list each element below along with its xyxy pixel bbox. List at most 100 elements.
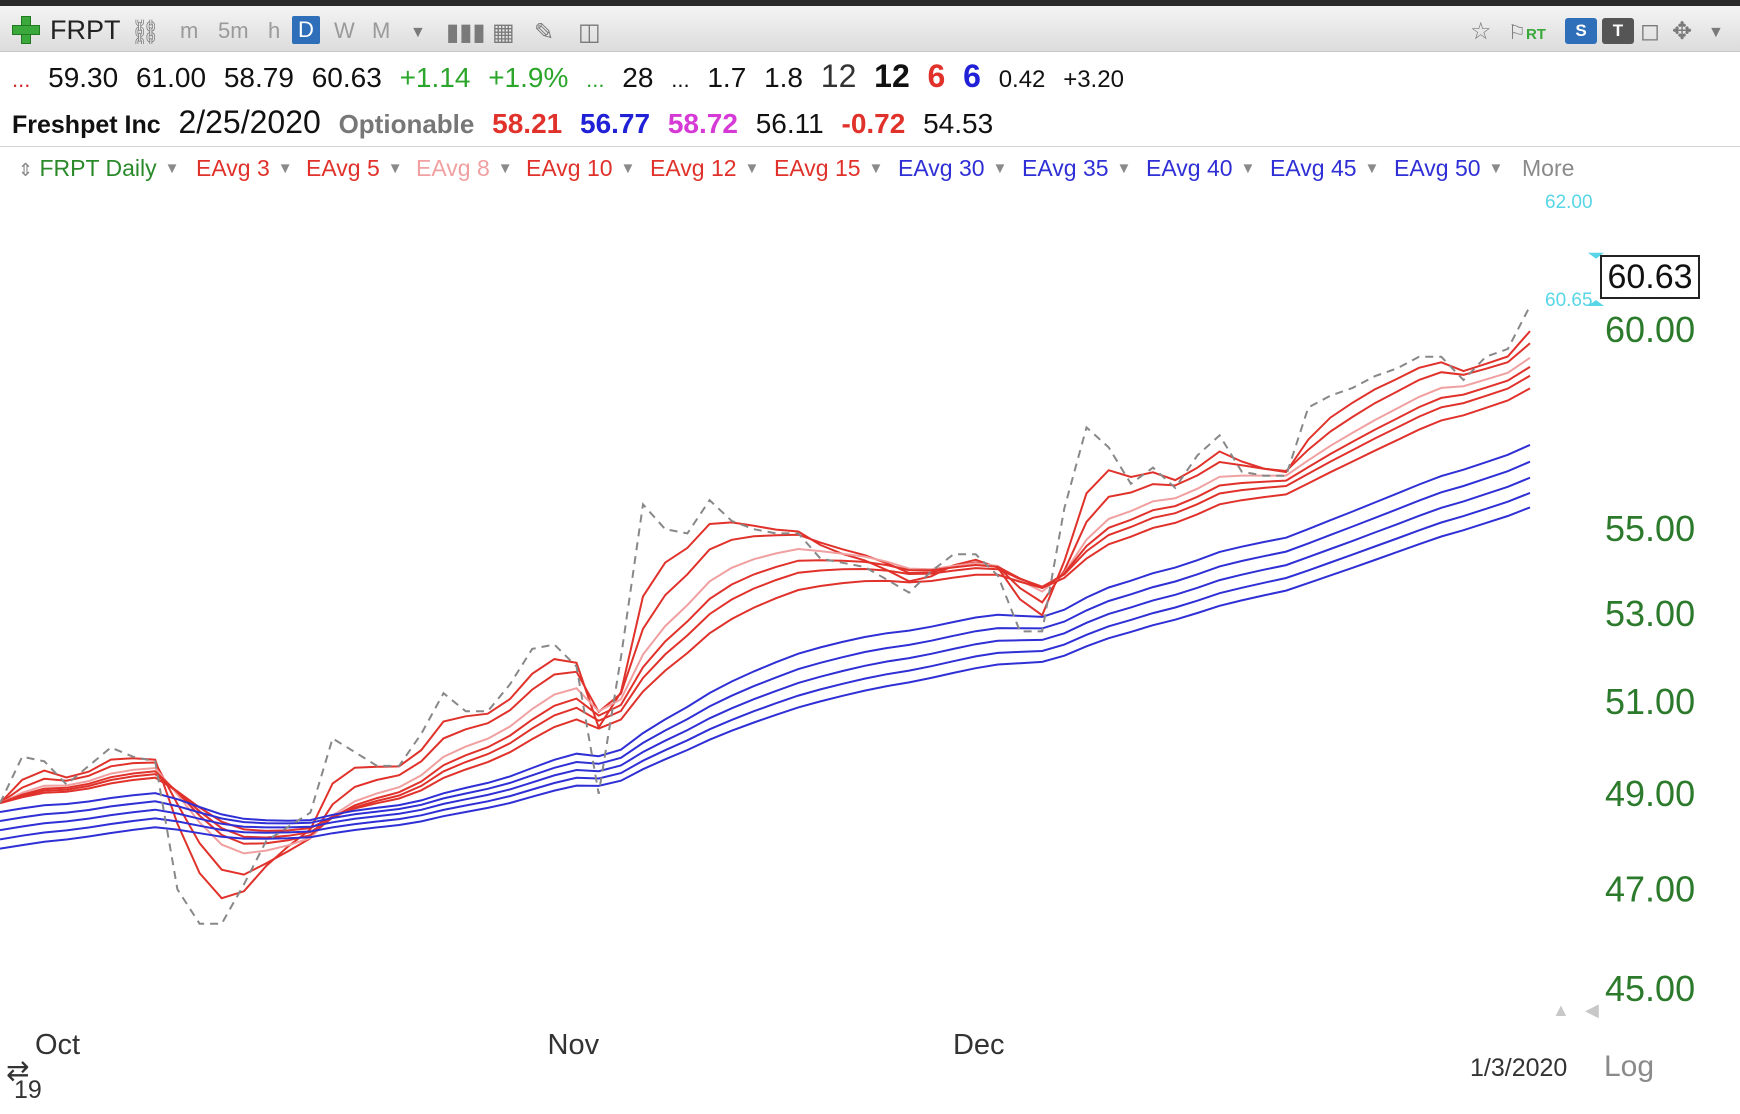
scroll-left-icon[interactable]: ◀ bbox=[1585, 1000, 1599, 1020]
add-symbol-icon[interactable] bbox=[12, 16, 40, 44]
quote-val-6b: 6 bbox=[963, 58, 981, 94]
legend-more[interactable]: More bbox=[1522, 155, 1575, 181]
scroll-up-icon[interactable]: ▲ bbox=[1552, 1000, 1570, 1020]
optionable-label: Optionable bbox=[338, 109, 475, 139]
crosshair-date: 1/3/2020 bbox=[1470, 1054, 1568, 1082]
dropdown-icon: ▼ bbox=[620, 160, 636, 177]
series-eavg-15 bbox=[0, 387, 1531, 832]
series-eavg-3 bbox=[0, 330, 1531, 900]
quote-val-6a: 6 bbox=[927, 58, 946, 94]
legend-eavg-12[interactable]: EAvg 12 ▼ bbox=[650, 155, 760, 181]
quote-change: +1.14 bbox=[399, 62, 471, 93]
price-chart[interactable]: 45.00 47.00 49.00 51.00 53.00 55.00 60.00 Oct N… bbox=[0, 190, 1740, 1114]
high-marker-icon bbox=[1588, 252, 1604, 259]
save-icon[interactable]: ◻ bbox=[1640, 18, 1660, 45]
dropdown-icon: ▼ bbox=[992, 160, 1008, 177]
link-icon[interactable]: ⛓ bbox=[130, 19, 161, 46]
quote-v2: 56.77 bbox=[580, 108, 651, 139]
indicator-legend: ⇕ FRPT Daily ▼ EAvg 3 ▼ EAvg 5 ▼ EAvg 8 ▼ EA… bbox=[0, 146, 1740, 190]
quote-dots: ... bbox=[12, 67, 31, 92]
y-tick-label: 60.00 bbox=[1605, 309, 1695, 350]
quote-low: 58.79 bbox=[223, 62, 294, 93]
quote-val-1-8: 1.8 bbox=[764, 62, 803, 93]
star-icon[interactable]: ☆ bbox=[1470, 18, 1492, 45]
legend-eavg-45[interactable]: EAvg 45 ▼ bbox=[1270, 155, 1380, 181]
quote-high: 61.00 bbox=[135, 62, 207, 93]
legend-eavg-35[interactable]: EAvg 35 ▼ bbox=[1022, 155, 1132, 181]
chart-lines bbox=[0, 305, 1531, 925]
x-axis: Oct Nov Dec bbox=[35, 1029, 1005, 1061]
y-tick-label: 53.00 bbox=[1605, 593, 1695, 634]
chart-toolbar: FRPT ⛓ m 5m h D W M ▼ ▮▮▮ ▦ ✎ ◫ ☆ ⚐RT S … bbox=[0, 0, 1740, 52]
note-icon[interactable]: ◫ bbox=[578, 19, 601, 46]
quote-date: 2/25/2020 bbox=[178, 104, 321, 140]
y-tick-label: 49.00 bbox=[1605, 773, 1695, 814]
chevron-down-icon[interactable]: ▼ bbox=[1708, 24, 1724, 41]
legend-eavg-30[interactable]: EAvg 30 ▼ bbox=[898, 155, 1008, 181]
dropdown-icon: ▼ bbox=[164, 160, 180, 177]
dropdown-icon[interactable]: ▼ bbox=[410, 24, 426, 41]
x-tick-label: Nov bbox=[548, 1029, 600, 1061]
move-icon[interactable]: ✥ bbox=[1672, 18, 1693, 45]
price-markers: ▲ ◀ bbox=[1552, 252, 1604, 1020]
timeframe-daily[interactable]: D bbox=[292, 16, 320, 44]
timeframe-hour[interactable]: h bbox=[268, 18, 281, 43]
timeframe-5min[interactable]: 5m bbox=[218, 18, 249, 43]
x-tick-label: Oct bbox=[35, 1029, 80, 1061]
cycle-icon[interactable]: ⇄ bbox=[6, 1055, 30, 1086]
quote-val-12a: 12 bbox=[820, 58, 857, 94]
y-tick-label: 55.00 bbox=[1605, 508, 1695, 549]
dropdown-icon: ▼ bbox=[868, 160, 884, 177]
x-tick-label: Dec bbox=[953, 1029, 1005, 1061]
legend-eavg-5[interactable]: EAvg 5 ▼ bbox=[306, 155, 403, 181]
timeframe-monthly[interactable]: M bbox=[372, 18, 391, 43]
company-name: Freshpet Inc bbox=[12, 111, 161, 139]
quote-row-2: Freshpet Inc 2/25/2020 Optionable 58.21 … bbox=[12, 104, 1003, 144]
legend-eavg-8[interactable]: EAvg 8 ▼ bbox=[416, 155, 513, 181]
table-icon[interactable]: ▦ bbox=[492, 19, 515, 46]
quote-v4: 56.11 bbox=[755, 108, 824, 139]
legend-eavg-15[interactable]: EAvg 15 ▼ bbox=[774, 155, 884, 181]
quote-v1: 58.21 bbox=[492, 108, 563, 139]
legend-eavg-10[interactable]: EAvg 10 ▼ bbox=[526, 155, 636, 181]
legend-eavg-40[interactable]: EAvg 40 ▼ bbox=[1146, 155, 1256, 181]
dropdown-icon: ▼ bbox=[277, 160, 293, 177]
legend-eavg-3[interactable]: EAvg 3 ▼ bbox=[196, 155, 293, 181]
y-axis: 45.00 47.00 49.00 51.00 53.00 55.00 60.00 bbox=[1605, 309, 1695, 1009]
timeframe-minute[interactable]: m bbox=[180, 18, 199, 43]
t-box-icon[interactable]: T bbox=[1602, 18, 1634, 44]
dropdown-icon: ▼ bbox=[1364, 160, 1380, 177]
series-eavg-30 bbox=[0, 443, 1531, 822]
quote-v6: 54.53 bbox=[923, 108, 994, 139]
log-scale-toggle[interactable]: Log bbox=[1604, 1050, 1655, 1083]
legend-main[interactable]: ⇕ FRPT Daily ▼ bbox=[18, 155, 180, 181]
symbol-field[interactable]: FRPT bbox=[50, 15, 121, 45]
quote-ellipsis-2: ... bbox=[671, 67, 690, 92]
dropdown-icon: ▼ bbox=[1116, 160, 1132, 177]
series-eavg-45 bbox=[0, 491, 1531, 841]
s-box-icon[interactable]: S bbox=[1565, 18, 1597, 44]
dropdown-icon: ▼ bbox=[387, 160, 403, 177]
quote-val-28: 28 bbox=[622, 62, 654, 93]
rt-flag-icon[interactable]: ⚐RT bbox=[1508, 22, 1546, 44]
y-tick-label: 45.00 bbox=[1605, 968, 1695, 1009]
bar-style-icon[interactable]: ▮▮▮ bbox=[446, 19, 486, 46]
y-tick-label: 51.00 bbox=[1605, 681, 1695, 722]
year-label: 19 bbox=[14, 1076, 42, 1104]
series-eavg-35 bbox=[0, 460, 1531, 825]
quote-open: 59.30 bbox=[48, 62, 119, 93]
quote-change-pct: +1.9% bbox=[488, 62, 569, 93]
series-eavg-40 bbox=[0, 476, 1531, 832]
sort-icon: ⇕ bbox=[18, 160, 34, 180]
timeframe-weekly[interactable]: W bbox=[334, 18, 355, 43]
last-price-box: 60.63 bbox=[1600, 255, 1700, 299]
marker-high-label: 62.00 bbox=[1545, 192, 1593, 213]
y-tick-label: 47.00 bbox=[1605, 868, 1695, 909]
quote-val-320: +3.20 bbox=[1063, 66, 1124, 93]
series-eavg-10 bbox=[0, 366, 1531, 845]
quote-val-1-7: 1.7 bbox=[707, 62, 747, 93]
pencil-icon[interactable]: ✎ bbox=[534, 19, 555, 46]
legend-eavg-50[interactable]: EAvg 50 ▼ bbox=[1394, 155, 1504, 181]
quote-val-12b: 12 bbox=[874, 58, 910, 94]
series-eavg-8 bbox=[0, 356, 1531, 855]
